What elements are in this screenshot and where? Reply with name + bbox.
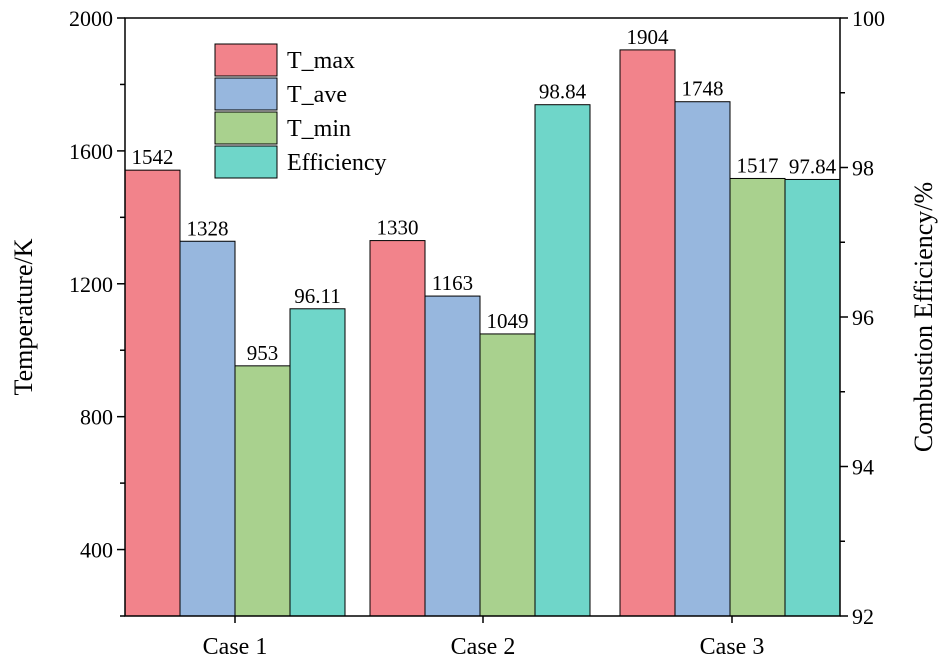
legend-swatch-t-ave	[214, 77, 278, 111]
right-tick-label: 96	[852, 305, 874, 330]
bar-t-min-1	[234, 365, 291, 617]
value-label: 1328	[187, 216, 229, 240]
value-label: 97.84	[789, 154, 837, 178]
axes-layer: 400 800 1200 1600 2000 92 94 96 98 100 Case 1 Case …	[9, 6, 938, 660]
value-label: 1517	[737, 153, 779, 177]
left-tick-label: 400	[80, 538, 113, 563]
legend: T_max T_ave T_min Efficiency	[214, 43, 387, 179]
right-tick-label: 94	[852, 455, 874, 480]
bar-efficiency-1	[289, 308, 346, 617]
value-label: 1748	[682, 77, 724, 101]
left-tick-label: 1600	[69, 139, 113, 164]
legend-label: T_max	[287, 48, 355, 74]
legend-label: T_ave	[287, 82, 347, 108]
left-tick-label: 800	[80, 405, 113, 430]
left-tick-label: 1200	[69, 272, 113, 297]
bar-t-ave-2	[424, 295, 481, 617]
x-tick-label: Case 1	[203, 634, 268, 660]
value-label: 1163	[432, 271, 473, 295]
right-tick-label: 92	[852, 604, 874, 629]
bar-t-max-2	[369, 240, 426, 617]
value-label: 98.84	[539, 80, 587, 104]
legend-label: Efficiency	[287, 150, 387, 176]
value-label: 1542	[132, 145, 174, 169]
value-labels-layer: 1542 1330 1904 1328 1163 1748 953 1049 1517 96.11…	[132, 25, 837, 365]
bar-t-max-3	[619, 49, 676, 617]
value-label: 1904	[627, 25, 670, 49]
x-tick-label: Case 3	[700, 634, 765, 660]
legend-label: T_min	[287, 116, 351, 142]
y-axis-title-right: Combustion Efficiency/%	[909, 182, 938, 452]
bar-efficiency-3	[784, 178, 841, 617]
value-label: 96.11	[294, 284, 340, 308]
bar-efficiency-2	[534, 104, 591, 617]
bar-t-min-2	[479, 333, 536, 617]
bars-layer	[124, 49, 841, 617]
value-label: 1330	[377, 216, 419, 240]
bar-t-ave-3	[674, 101, 731, 617]
legend-swatch-efficiency	[214, 145, 278, 179]
legend-swatch-t-min	[214, 111, 278, 145]
right-tick-label: 100	[852, 6, 885, 31]
value-label: 1049	[487, 309, 529, 333]
bar-t-min-3	[729, 177, 786, 617]
legend-swatch-t-max	[214, 43, 278, 77]
left-tick-label: 2000	[69, 6, 113, 31]
value-label: 953	[247, 341, 279, 365]
right-tick-label: 98	[852, 156, 874, 181]
y-axis-title: Temperature/K	[9, 238, 38, 395]
bar-t-ave-1	[179, 240, 236, 617]
bar-t-max-1	[124, 169, 181, 617]
x-tick-label: Case 2	[451, 634, 516, 660]
